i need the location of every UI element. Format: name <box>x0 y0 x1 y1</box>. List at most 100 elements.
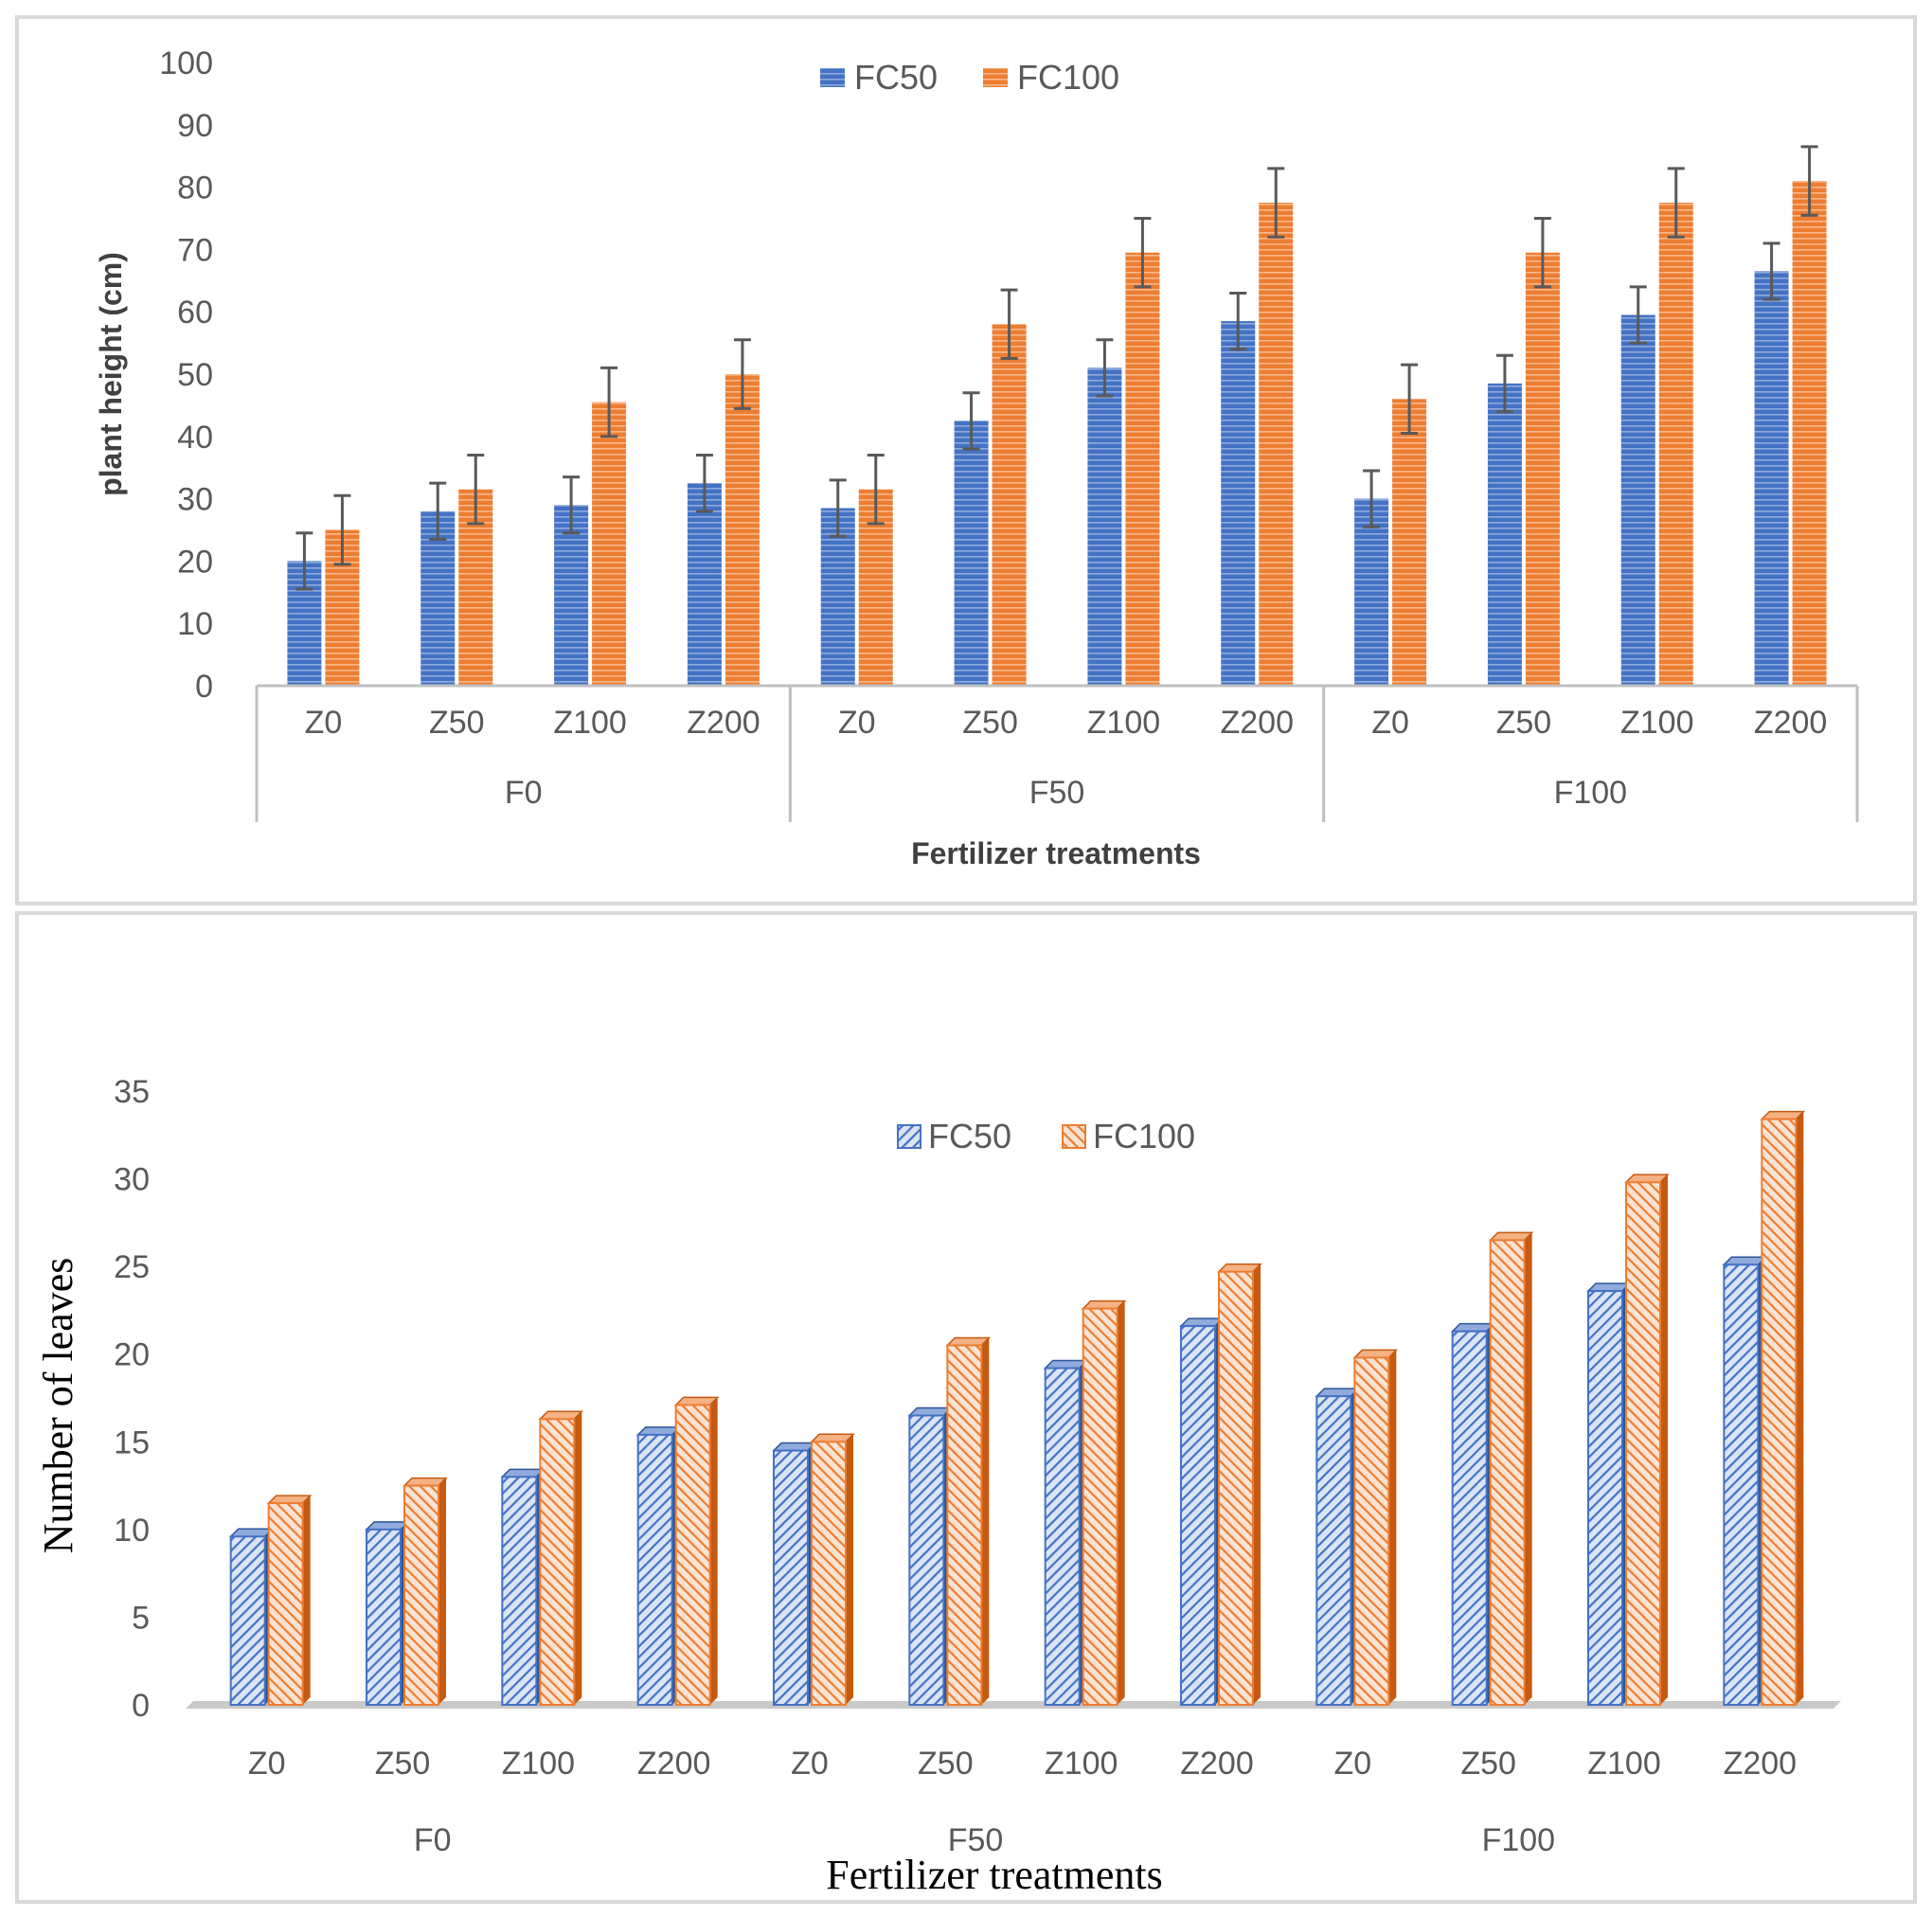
error-bar <box>333 493 351 566</box>
x-category-label: Z50 <box>1460 1746 1516 1782</box>
bar-fc50 <box>687 483 722 686</box>
leaves-chart: 0 5 10 15 20 25 30 35 Z0 Z50 Z100 Z200 Z0 Z50 Z100 Z20… <box>35 1074 1841 1898</box>
bar-fc50 <box>1354 498 1389 686</box>
bar-fc50 <box>1450 1322 1496 1706</box>
bar-fc100 <box>1760 1110 1806 1706</box>
x-axis-title: Fertilizer treatments <box>826 1852 1163 1898</box>
x-axis-title: Fertilizer treatments <box>911 836 1201 870</box>
y-tick-label: 35 <box>114 1074 150 1110</box>
error-bar <box>1667 167 1685 239</box>
error-bar <box>695 454 713 513</box>
error-bar <box>1229 291 1247 351</box>
error-bar <box>1363 469 1381 529</box>
x-group-label: F0 <box>505 775 543 811</box>
plant-height-chart-panel: 0 10 20 30 40 50 60 70 80 90 100 Z0 Z50 Z100 Z200 Z0 Z5… <box>15 15 1917 905</box>
y-tick-label: 0 <box>132 1688 150 1724</box>
x-category-label: Z0 <box>838 705 876 741</box>
legend-fc100-label: FC100 <box>1017 58 1119 97</box>
bar-fc100 <box>538 1410 584 1707</box>
x-category-label: Z200 <box>1754 705 1828 741</box>
x-category-label: Z0 <box>791 1746 829 1782</box>
error-bar <box>563 475 581 535</box>
plant-height-chart: 0 10 20 30 40 50 60 70 80 90 100 Z0 Z50 Z100 Z200 Z0 Z5… <box>94 45 1859 870</box>
x-category-label: Z0 <box>1333 1746 1371 1782</box>
legend-fc100-swatch <box>983 68 1008 87</box>
x-category-label: Z100 <box>553 705 627 741</box>
y-tick-label: 90 <box>177 108 213 144</box>
bar-fc50 <box>500 1468 546 1706</box>
x-group-label: F0 <box>414 1822 452 1858</box>
y-tick-label: 50 <box>177 357 213 393</box>
x-category-label: Z100 <box>1087 705 1161 741</box>
error-bar <box>295 531 313 591</box>
x-group-label: F50 <box>948 1822 1004 1858</box>
error-bar <box>1096 338 1114 398</box>
x-category-label: Z100 <box>1045 1746 1118 1782</box>
bar-fc50 <box>635 1426 682 1706</box>
bar-fc100 <box>1259 203 1294 687</box>
x-category-label: Z200 <box>687 705 760 741</box>
bar-fc100 <box>592 402 627 686</box>
error-bar <box>829 478 847 538</box>
legend-fc100-swatch <box>1062 1124 1086 1149</box>
bar-fc50 <box>1586 1282 1632 1706</box>
bar-fc50 <box>228 1528 275 1707</box>
bar-fc50 <box>907 1406 954 1706</box>
bar-fc50 <box>1722 1256 1768 1706</box>
bar-fc50 <box>820 508 855 686</box>
y-tick-label: 20 <box>114 1337 150 1373</box>
y-tick-label: 5 <box>132 1600 150 1636</box>
bar-fc100 <box>673 1396 720 1706</box>
x-category-label: Z200 <box>1724 1746 1798 1782</box>
y-tick-label: 15 <box>114 1424 150 1460</box>
bar-fc50 <box>1620 314 1655 686</box>
x-category-label: Z100 <box>502 1746 576 1782</box>
y-tick-label: 70 <box>177 232 213 268</box>
x-category-label: Z50 <box>375 1746 431 1782</box>
bar-fc50 <box>1221 321 1256 686</box>
error-bar <box>1401 363 1419 436</box>
x-category-label: Z0 <box>248 1746 286 1782</box>
error-bar <box>1267 167 1285 239</box>
y-tick-label: 100 <box>159 45 213 81</box>
error-bar <box>429 481 447 541</box>
legend-fc50-label: FC50 <box>854 58 938 97</box>
bar-fc100 <box>1392 399 1427 686</box>
y-tick-label: 20 <box>177 544 213 580</box>
bar-fc50 <box>954 421 989 686</box>
y-axis-title: Number of leaves <box>35 1258 81 1554</box>
error-bar <box>600 366 618 439</box>
bar-fc100 <box>266 1495 313 1706</box>
y-tick-label: 30 <box>177 482 213 518</box>
error-bar <box>1533 217 1551 289</box>
legend-fc50-swatch <box>897 1124 921 1149</box>
error-bar <box>467 454 485 526</box>
error-bar <box>1800 145 1818 217</box>
bar-fc100 <box>1081 1299 1127 1706</box>
y-tick-label: 60 <box>177 295 213 331</box>
bar-fc100 <box>810 1433 855 1706</box>
bar-fc100 <box>1624 1173 1670 1706</box>
x-category-label: Z100 <box>1587 1746 1661 1782</box>
bar-fc100 <box>724 374 760 686</box>
bar-fc50 <box>1087 367 1122 686</box>
bar-fc100 <box>1488 1231 1534 1706</box>
bar-fc50 <box>1315 1388 1361 1706</box>
error-bar <box>733 338 751 410</box>
y-tick-label: 10 <box>177 606 213 642</box>
bar-fc50 <box>554 505 589 686</box>
legend-fc50-swatch <box>820 68 845 87</box>
bar-fc100 <box>1217 1263 1262 1706</box>
chart-floor <box>186 1701 1841 1709</box>
bar-fc100 <box>1792 181 1827 686</box>
bar-fc50 <box>1179 1317 1225 1706</box>
error-bar <box>867 454 885 526</box>
bar-fc50 <box>1754 271 1789 686</box>
x-category-label: Z50 <box>429 705 485 741</box>
error-bar <box>1134 217 1152 289</box>
error-bar <box>1629 285 1647 345</box>
x-category-label: Z0 <box>305 705 343 741</box>
x-category-label: Z50 <box>962 705 1018 741</box>
error-bar <box>1495 353 1513 413</box>
y-axis-title: plant height (cm) <box>94 252 128 496</box>
